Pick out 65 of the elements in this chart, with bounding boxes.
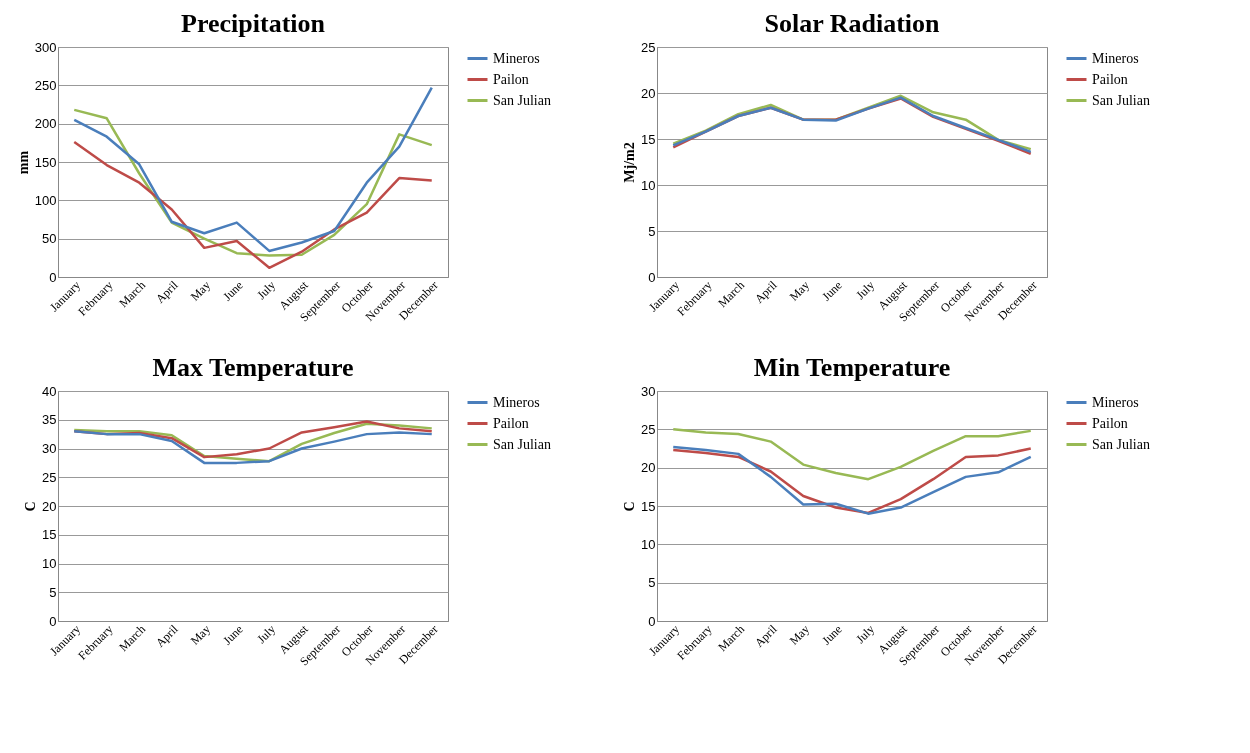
y-tick-label: 5 bbox=[49, 584, 57, 600]
chart-title: Solar Radiation bbox=[764, 9, 941, 38]
legend-label: Mineros bbox=[493, 50, 540, 66]
x-tick-label: June bbox=[220, 278, 246, 304]
x-tick-label: May bbox=[187, 622, 214, 648]
x-tick-label: June bbox=[220, 622, 246, 648]
y-axis-title: C bbox=[23, 501, 39, 512]
y-tick-label: 0 bbox=[49, 269, 57, 285]
y-tick-label: 15 bbox=[42, 527, 57, 543]
y-tick-label: 0 bbox=[648, 269, 656, 285]
y-tick-label: 15 bbox=[641, 498, 656, 514]
y-tick-label: 15 bbox=[641, 131, 656, 147]
chart-title: Max Temperature bbox=[152, 353, 354, 382]
x-tick-label: June bbox=[819, 278, 845, 304]
y-tick-label: 50 bbox=[42, 231, 57, 247]
x-tick-label: July bbox=[853, 278, 878, 303]
y-tick-label: 30 bbox=[42, 441, 57, 456]
line-series bbox=[73, 86, 433, 253]
y-tick-label: 5 bbox=[648, 223, 656, 239]
legend-label: Mineros bbox=[493, 394, 540, 410]
y-tick-label: 300 bbox=[34, 39, 57, 55]
y-tick-label: 10 bbox=[42, 556, 57, 571]
chart-title: Min Temperature bbox=[753, 353, 951, 382]
y-axis-title: mm bbox=[15, 150, 31, 175]
x-tick-label: July bbox=[853, 622, 878, 647]
y-tick-label: 0 bbox=[49, 613, 57, 629]
x-tick-label: July bbox=[254, 278, 279, 303]
y-axis-title: C bbox=[622, 501, 638, 512]
legend-label: San Julian bbox=[1092, 92, 1150, 108]
y-tick-label: 25 bbox=[641, 421, 656, 437]
y-tick-label: 10 bbox=[641, 177, 656, 193]
y-tick-label: 20 bbox=[641, 85, 656, 101]
line-series bbox=[672, 428, 1032, 481]
y-tick-label: 5 bbox=[648, 575, 656, 591]
y-tick-label: 20 bbox=[641, 460, 656, 476]
y-tick-label: 150 bbox=[34, 154, 57, 170]
x-tick-label: July bbox=[254, 622, 279, 647]
y-tick-label: 35 bbox=[42, 412, 57, 428]
y-axis-title: Mj/m2 bbox=[622, 142, 638, 183]
y-tick-label: 25 bbox=[42, 469, 57, 485]
line-series bbox=[73, 430, 433, 465]
y-tick-label: 0 bbox=[648, 613, 656, 629]
y-tick-label: 40 bbox=[42, 383, 57, 399]
x-tick-label: May bbox=[187, 278, 214, 304]
line-series bbox=[73, 140, 433, 270]
legend-label: Pailon bbox=[1092, 415, 1128, 431]
legend-label: Pailon bbox=[493, 71, 529, 87]
y-tick-label: 20 bbox=[42, 498, 57, 514]
legend-label: Mineros bbox=[1092, 50, 1139, 66]
y-tick-label: 100 bbox=[34, 192, 57, 208]
y-tick-label: 200 bbox=[34, 116, 57, 132]
chart-title: Precipitation bbox=[181, 9, 326, 38]
legend-label: San Julian bbox=[493, 92, 551, 108]
y-tick-label: 25 bbox=[641, 39, 656, 55]
x-tick-label: May bbox=[786, 278, 813, 304]
legend-label: Pailon bbox=[493, 415, 529, 431]
y-tick-label: 250 bbox=[34, 77, 57, 93]
x-tick-label: June bbox=[819, 622, 845, 648]
legend-label: Pailon bbox=[1092, 71, 1128, 87]
x-tick-label: May bbox=[786, 622, 813, 648]
legend-label: San Julian bbox=[493, 436, 551, 452]
legend-label: San Julian bbox=[1092, 436, 1150, 452]
legend-label: Mineros bbox=[1092, 394, 1139, 410]
y-tick-label: 10 bbox=[641, 536, 656, 552]
y-tick-label: 30 bbox=[641, 383, 656, 399]
